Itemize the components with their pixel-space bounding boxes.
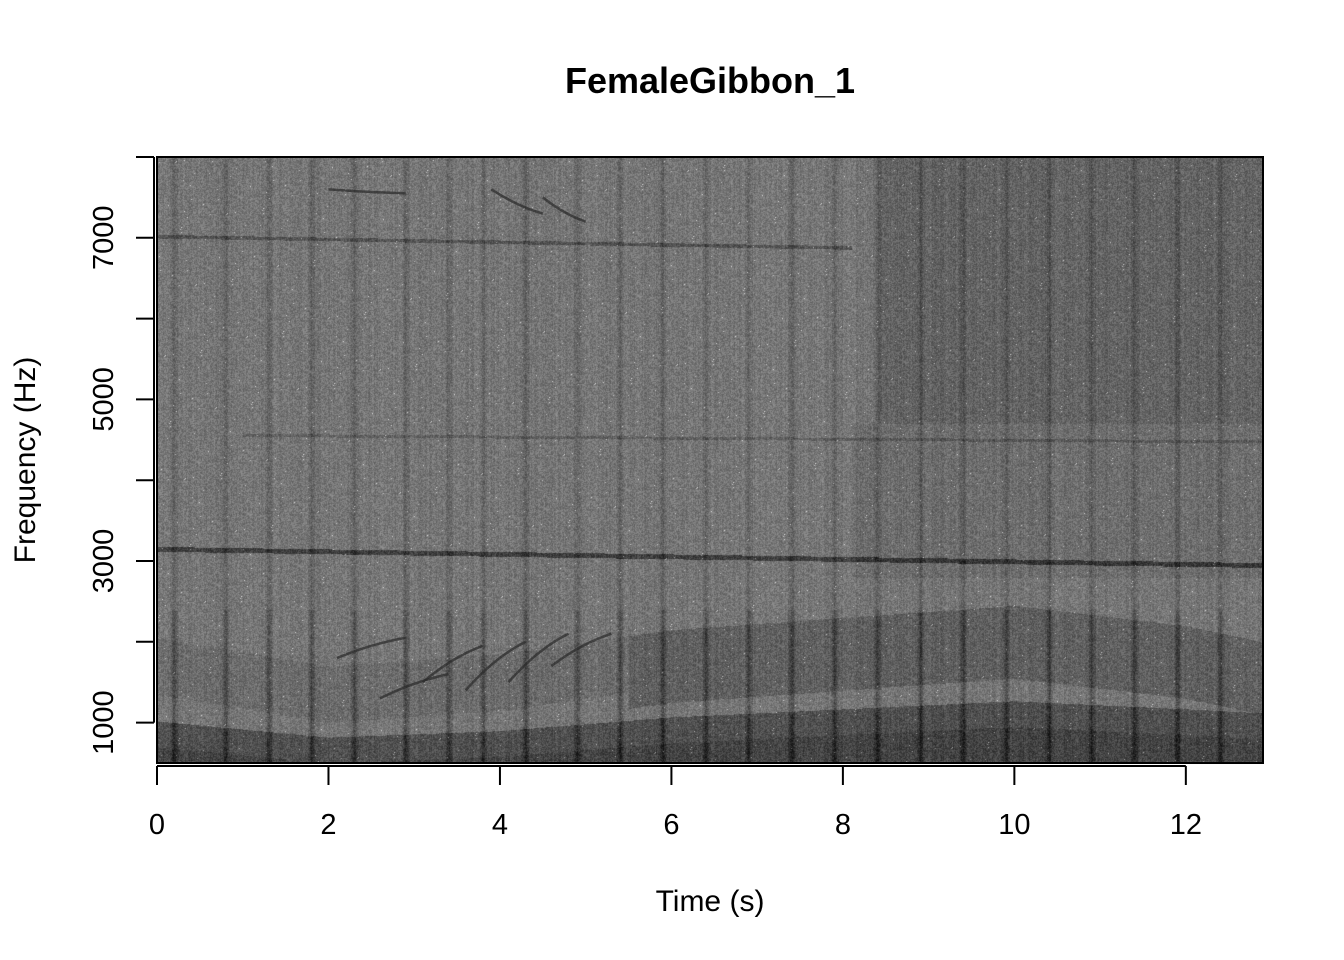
y-tick-label: 3000 xyxy=(88,529,120,594)
call-trace xyxy=(421,644,484,684)
plot-frame xyxy=(156,156,1264,764)
y-axis: 1000 3000 5000 7000 xyxy=(88,156,155,755)
call-trace xyxy=(550,632,612,668)
call-trace xyxy=(542,196,587,223)
y-tick-label: 5000 xyxy=(88,367,120,432)
plot-area xyxy=(156,156,1264,764)
x-tick-label: 0 xyxy=(149,809,165,841)
call-trace xyxy=(328,188,406,195)
x-axis-label: Time (s) xyxy=(656,885,765,918)
call-trace xyxy=(490,188,544,215)
x-tick-label: 12 xyxy=(1170,809,1202,841)
y-tick-label: 1000 xyxy=(88,690,120,755)
call-trace xyxy=(336,636,406,660)
x-tick-label: 4 xyxy=(492,809,508,841)
x-tick-label: 8 xyxy=(835,809,851,841)
call-trace xyxy=(464,640,527,692)
y-tick-label: 7000 xyxy=(88,206,120,271)
x-axis: 0 2 4 6 8 10 12 xyxy=(149,765,1202,841)
chart-title: FemaleGibbon_1 xyxy=(565,60,855,101)
spectrogram-raster xyxy=(157,157,1263,763)
call-trace xyxy=(507,632,570,684)
x-tick-label: 2 xyxy=(320,809,336,841)
call-trace xyxy=(379,672,449,700)
y-axis-label: Frequency (Hz) xyxy=(9,357,42,564)
x-tick-label: 6 xyxy=(663,809,679,841)
x-tick-label: 10 xyxy=(998,809,1030,841)
